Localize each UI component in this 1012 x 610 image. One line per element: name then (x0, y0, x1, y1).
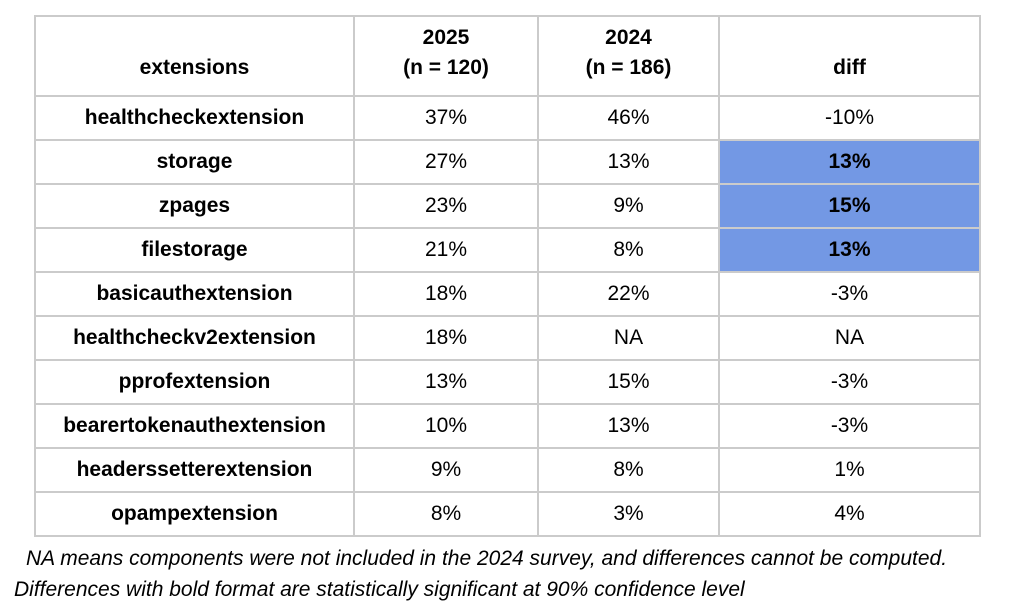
table-row: healthcheckv2extension 18% NA NA (34, 315, 981, 361)
diff-value-cell: 13% (718, 227, 981, 273)
extension-name-cell: healthcheckv2extension (34, 315, 355, 361)
value-2024-cell: 13% (537, 403, 720, 449)
extension-name-cell: opampextension (34, 491, 355, 537)
value-2025-cell: 37% (353, 95, 539, 141)
value-2024-cell: 9% (537, 183, 720, 229)
diff-value-cell: 4% (718, 491, 981, 537)
extension-name-cell: pprofextension (34, 359, 355, 405)
value-2025-cell: 21% (353, 227, 539, 273)
col-header-2025-year: 2025 (422, 26, 470, 49)
table-row: healthcheckextension 37% 46% -10% (34, 95, 981, 141)
col-header-2025-sample-size: (n = 120) (403, 56, 489, 79)
table-row: opampextension 8% 3% 4% (34, 491, 981, 537)
table-row: filestorage 21% 8% 13% (34, 227, 981, 273)
extension-name-cell: filestorage (34, 227, 355, 273)
col-header-diff: diff (718, 15, 981, 97)
diff-value-cell: -10% (718, 95, 981, 141)
value-2024-cell: 22% (537, 271, 720, 317)
footnotes: NA means components were not included in… (14, 543, 947, 605)
value-2024-cell: 3% (537, 491, 720, 537)
table-row: headerssetterextension 9% 8% 1% (34, 447, 981, 493)
value-2025-cell: 18% (353, 315, 539, 361)
extension-name-cell: zpages (34, 183, 355, 229)
col-header-2024-year: 2024 (605, 26, 652, 49)
value-2025-cell: 27% (353, 139, 539, 185)
value-2024-cell: 46% (537, 95, 720, 141)
diff-value-cell: -3% (718, 271, 981, 317)
col-header-extensions-label: extensions (139, 56, 250, 79)
diff-value-cell: -3% (718, 403, 981, 449)
table-body: healthcheckextension 37% 46% -10% storage 27%… (34, 95, 981, 537)
extension-name-cell: storage (34, 139, 355, 185)
col-header-2024: 2024 (n = 186) (537, 15, 720, 97)
footnote-bold-explanation: Differences with bold format are statist… (14, 578, 745, 601)
value-2024-cell: 13% (537, 139, 720, 185)
value-2024-cell: 8% (537, 227, 720, 273)
extension-name-cell: headerssetterextension (34, 447, 355, 493)
extension-name-cell: healthcheckextension (34, 95, 355, 141)
extensions-survey-table: extensions 2025 (n = 120) 2024 (n = 186)… (34, 15, 981, 537)
extension-name-cell: bearertokenauthextension (34, 403, 355, 449)
value-2025-cell: 18% (353, 271, 539, 317)
header-row: extensions 2025 (n = 120) 2024 (n = 186)… (34, 15, 981, 97)
diff-value-cell: -3% (718, 359, 981, 405)
diff-value-cell: NA (718, 315, 981, 361)
extension-name-cell: basicauthextension (34, 271, 355, 317)
col-header-2025: 2025 (n = 120) (353, 15, 539, 97)
table-row: zpages 23% 9% 15% (34, 183, 981, 229)
value-2025-cell: 8% (353, 491, 539, 537)
table-row: basicauthextension 18% 22% -3% (34, 271, 981, 317)
value-2024-cell: NA (537, 315, 720, 361)
value-2024-cell: 8% (537, 447, 720, 493)
diff-value-cell: 15% (718, 183, 981, 229)
col-header-extensions: extensions (34, 15, 355, 97)
col-header-diff-label: diff (833, 56, 866, 79)
footnote-na-explanation: NA means components were not included in… (26, 547, 948, 570)
table-row: pprofextension 13% 15% -3% (34, 359, 981, 405)
value-2025-cell: 23% (353, 183, 539, 229)
col-header-2024-sample-size: (n = 186) (585, 56, 672, 79)
table-row: bearertokenauthextension 10% 13% -3% (34, 403, 981, 449)
value-2024-cell: 15% (537, 359, 720, 405)
diff-value-cell: 13% (718, 139, 981, 185)
table-row: storage 27% 13% 13% (34, 139, 981, 185)
value-2025-cell: 10% (353, 403, 539, 449)
value-2025-cell: 13% (353, 359, 539, 405)
value-2025-cell: 9% (353, 447, 539, 493)
diff-value-cell: 1% (718, 447, 981, 493)
